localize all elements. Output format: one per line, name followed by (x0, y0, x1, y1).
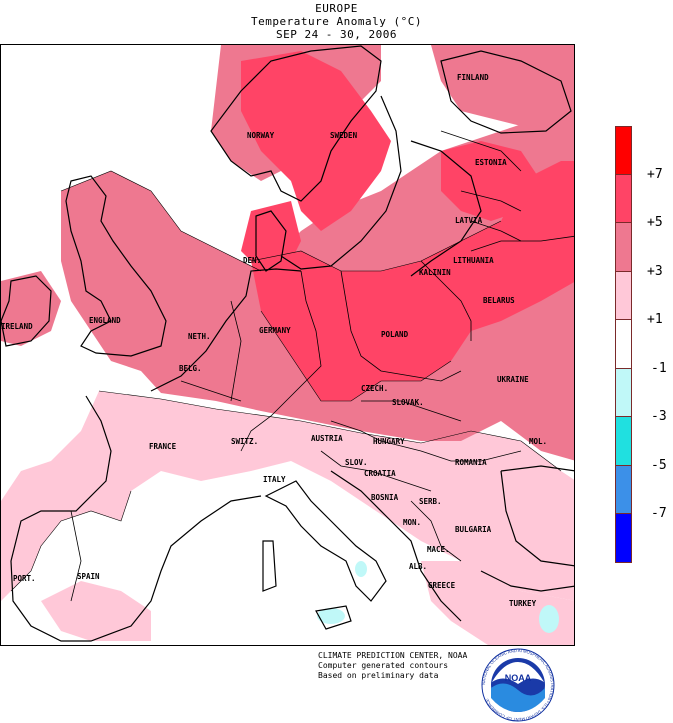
label-poland: POLAND (381, 330, 409, 339)
label-kaliningrad: KALININ (419, 268, 451, 277)
field-m1to3-turkey (539, 605, 559, 633)
field-1to3-iberia-south (41, 581, 151, 641)
field-3to5-finland (431, 45, 574, 131)
label-romania: ROMANIA (455, 458, 487, 467)
label-switzerland: SWITZ. (231, 437, 258, 446)
label-austria: AUSTRIA (311, 434, 343, 443)
legend-swatch-3to5 (615, 223, 632, 272)
field-5to7-scandinavia (241, 51, 391, 231)
label-ukraine: UKRAINE (497, 375, 529, 384)
contour-lines (10, 170, 562, 592)
map-period: SEP 24 - 30, 2006 (275, 28, 398, 41)
label-slovenia: SLOV. (345, 458, 368, 467)
field-1to3-west (1, 391, 574, 601)
legend-swatch-gt7 (615, 126, 632, 175)
country-labels: FINLAND NORWAY SWEDEN ESTONIA LATVIA LIT… (1, 73, 547, 608)
legend-swatch-neutral (615, 320, 632, 369)
field-m1to3-sicily (317, 608, 345, 624)
label-norway: NORWAY (247, 131, 275, 140)
label-croatia: CROATIA (364, 469, 396, 478)
legend-tick-label: -1 (651, 360, 667, 376)
anomaly-legend (615, 126, 632, 563)
legend-tick-label: +1 (647, 312, 663, 327)
coastlines (1, 45, 574, 642)
label-lithuania: LITHUANIA (453, 256, 494, 265)
legend-swatch-lt7 (615, 514, 632, 563)
label-finland: FINLAND (457, 73, 489, 82)
anomaly-fields (1, 45, 574, 645)
legend-tick-label: +5 (647, 215, 663, 230)
country-borders (70, 130, 574, 602)
label-hungary: HUNGARY (373, 437, 405, 446)
label-france: FRANCE (149, 442, 177, 451)
map-region-title: EUROPE (315, 2, 358, 15)
label-bosnia: BOSNIA (371, 493, 399, 502)
label-ireland: IRELAND (1, 322, 33, 331)
label-montenegro: MON. (403, 518, 421, 527)
label-serbia: SERB. (419, 497, 442, 506)
legend-swatch-1to3 (615, 271, 632, 320)
legend-swatch-m3to5 (615, 417, 632, 466)
label-portugal: PORT. (13, 574, 36, 583)
credit-preliminary: Based on preliminary data (318, 671, 439, 680)
label-slovakia: SLOVAK. (392, 398, 424, 407)
legend-swatch-m5to7 (615, 465, 632, 514)
label-latvia: LATVIA (455, 216, 483, 225)
legend-tick-label: -7 (651, 506, 667, 521)
legend-swatch-5to7 (615, 174, 632, 223)
label-netherlands: NETH. (188, 332, 211, 341)
label-moldova: MOL. (529, 437, 547, 446)
label-germany: GERMANY (259, 326, 291, 335)
legend-tick-label: +3 (647, 263, 663, 279)
field-5to7-baltic (441, 141, 541, 221)
label-czech: CZECH. (361, 384, 388, 393)
legend-swatch-m1to3 (615, 368, 632, 417)
field-m1to3-italy (355, 561, 367, 577)
legend-tick-label: -5 (651, 457, 667, 473)
credit-cpc: CLIMATE PREDICTION CENTER, NOAA (318, 651, 468, 660)
label-estonia: ESTONIA (475, 158, 507, 167)
field-5to7-central (251, 161, 574, 401)
anomaly-map-canvas: FINLAND NORWAY SWEDEN ESTONIA LATVIA LIT… (1, 45, 574, 645)
label-belgium: BELG. (179, 364, 202, 373)
field-3to5-ireland-west (1, 271, 61, 346)
noaa-logo-text: NOAA (505, 673, 532, 683)
label-belarus: BELARUS (483, 296, 515, 305)
legend-tick-label: +7 (647, 166, 663, 182)
label-macedonia: MACE. (427, 545, 450, 554)
legend-tick-label: -3 (651, 409, 667, 424)
label-spain: SPAIN (77, 572, 100, 581)
field-1to3-aegean (421, 561, 574, 645)
label-italy: ITALY (263, 475, 286, 484)
map-subtitle: Temperature Anomaly (°C) (251, 15, 422, 28)
label-bulgaria: BULGARIA (455, 525, 492, 534)
credit-computer-generated: Computer generated contours (318, 661, 449, 670)
label-greece: GREECE (428, 581, 456, 590)
label-denmark: DEN. (243, 256, 261, 265)
label-england: ENGLAND (89, 316, 121, 325)
anomaly-map: FINLAND NORWAY SWEDEN ESTONIA LATVIA LIT… (0, 44, 575, 646)
label-albania: ALB. (409, 562, 427, 571)
label-sweden: SWEDEN (330, 131, 358, 140)
label-turkey: TURKEY (509, 599, 537, 608)
noaa-logo: NATIONAL OCEANIC AND ATMOSPHERIC ADMINIS… (481, 648, 555, 722)
